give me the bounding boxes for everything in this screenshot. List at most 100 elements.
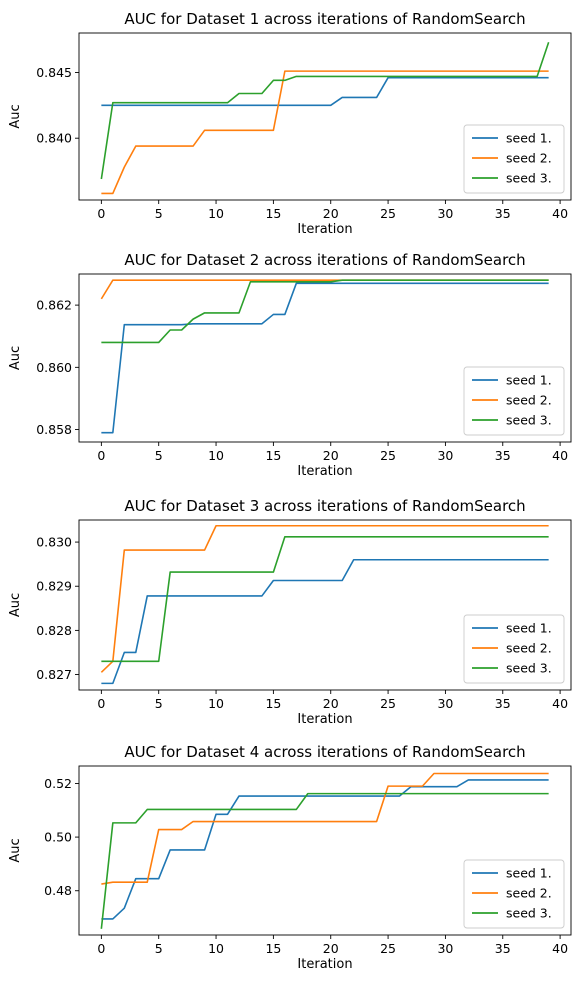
y-tick-label: 0.828 [36, 623, 72, 638]
x-tick-label: 0 [97, 696, 105, 711]
x-axis-label: Iteration [297, 464, 352, 479]
y-tick-label: 0.845 [36, 65, 72, 80]
x-tick-label: 20 [323, 696, 339, 711]
legend: seed 1. seed 2. seed 3. [463, 859, 565, 929]
x-tick-label: 25 [380, 696, 396, 711]
legend-label-2: seed 2. [506, 393, 552, 408]
series-line-3 [101, 279, 549, 344]
x-tick-label: 20 [323, 448, 339, 463]
x-tick-label: 10 [208, 941, 224, 956]
plot-frame [78, 519, 572, 691]
series-line-1 [101, 76, 549, 107]
x-tick-label: 20 [323, 941, 339, 956]
x-tick-label: 10 [208, 448, 224, 463]
series-line-1 [101, 558, 549, 685]
x-axis-label: Iteration [297, 957, 352, 972]
legend-label-1: seed 1. [506, 621, 552, 636]
chart-4: AUC for Dataset 4 across iterations of R… [8, 743, 572, 972]
series-line-3 [101, 535, 549, 663]
y-tick-label: 0.48 [44, 883, 72, 898]
x-axis-label: Iteration [297, 222, 352, 237]
y-tick-label: 0.840 [36, 131, 72, 146]
plot-frame [78, 273, 572, 443]
x-tick-label: 40 [552, 448, 568, 463]
plot-frame [78, 32, 572, 201]
chart-3: AUC for Dataset 3 across iterations of R… [8, 497, 572, 727]
legend-box [463, 614, 565, 684]
y-axis-label: Auc [8, 593, 23, 617]
chart-title: AUC for Dataset 1 across iterations of R… [124, 10, 525, 28]
x-tick-label: 15 [265, 941, 281, 956]
x-tick-label: 40 [552, 941, 568, 956]
x-tick-label: 25 [380, 448, 396, 463]
legend-box [463, 124, 565, 194]
series-line-3 [100, 41, 550, 180]
chart-2: AUC for Dataset 2 across iterations of R… [8, 251, 572, 479]
series-line-1 [101, 282, 549, 434]
legend-label-2: seed 2. [506, 886, 552, 901]
y-tick-label: 0.829 [36, 579, 72, 594]
y-axis-label: Auc [8, 104, 23, 128]
y-tick-label: 0.858 [36, 422, 72, 437]
x-tick-label: 0 [97, 206, 105, 221]
chart-1: AUC for Dataset 1 across iterations of R… [8, 10, 572, 237]
x-tick-label: 15 [265, 696, 281, 711]
chart-title: AUC for Dataset 4 across iterations of R… [124, 743, 525, 761]
x-tick-label: 30 [437, 941, 453, 956]
x-tick-label: 20 [323, 206, 339, 221]
chart-title: AUC for Dataset 3 across iterations of R… [124, 497, 525, 515]
x-tick-label: 5 [155, 941, 163, 956]
legend-label-1: seed 1. [506, 866, 552, 881]
y-axis-label: Auc [8, 838, 23, 862]
chart-title: AUC for Dataset 2 across iterations of R… [124, 251, 525, 269]
y-tick-label: 0.50 [44, 830, 72, 845]
x-tick-label: 30 [437, 696, 453, 711]
legend-label-1: seed 1. [506, 373, 552, 388]
x-tick-label: 35 [495, 206, 511, 221]
x-tick-label: 0 [97, 448, 105, 463]
legend: seed 1. seed 2. seed 3. [463, 124, 565, 194]
legend-label-3: seed 3. [506, 906, 552, 921]
y-axis-label: Auc [8, 346, 23, 370]
x-tick-label: 35 [495, 696, 511, 711]
plot-frame [78, 765, 572, 936]
legend: seed 1. seed 2. seed 3. [463, 614, 565, 684]
x-tick-label: 30 [437, 206, 453, 221]
x-tick-label: 30 [437, 448, 453, 463]
x-tick-label: 40 [552, 696, 568, 711]
x-tick-label: 5 [155, 448, 163, 463]
y-tick-label: 0.52 [44, 776, 72, 791]
x-axis-label: Iteration [297, 712, 352, 727]
x-tick-label: 5 [155, 206, 163, 221]
series-line-1 [101, 779, 549, 920]
legend-label-3: seed 3. [506, 661, 552, 676]
x-tick-label: 25 [380, 941, 396, 956]
x-tick-label: 35 [495, 941, 511, 956]
legend-label-3: seed 3. [506, 171, 552, 186]
y-tick-label: 0.827 [36, 667, 72, 682]
series-line-3 [100, 792, 549, 929]
series-line-2 [101, 772, 549, 885]
y-tick-label: 0.860 [36, 360, 72, 375]
x-tick-label: 15 [265, 206, 281, 221]
legend-box [463, 859, 565, 929]
x-tick-label: 0 [97, 941, 105, 956]
y-tick-label: 0.862 [36, 298, 72, 313]
x-tick-label: 10 [208, 696, 224, 711]
x-tick-label: 35 [495, 448, 511, 463]
x-tick-label: 10 [208, 206, 224, 221]
legend: seed 1. seed 2. seed 3. [463, 366, 565, 436]
x-tick-label: 5 [155, 696, 163, 711]
legend-label-1: seed 1. [506, 131, 552, 146]
legend-label-2: seed 2. [506, 151, 552, 166]
x-tick-label: 40 [552, 206, 568, 221]
series-line-2 [101, 70, 549, 195]
x-tick-label: 25 [380, 206, 396, 221]
series-line-2 [100, 524, 549, 673]
legend-label-2: seed 2. [506, 641, 552, 656]
y-tick-label: 0.830 [36, 535, 72, 550]
legend-box [463, 366, 565, 436]
x-tick-label: 15 [265, 448, 281, 463]
legend-label-3: seed 3. [506, 413, 552, 428]
